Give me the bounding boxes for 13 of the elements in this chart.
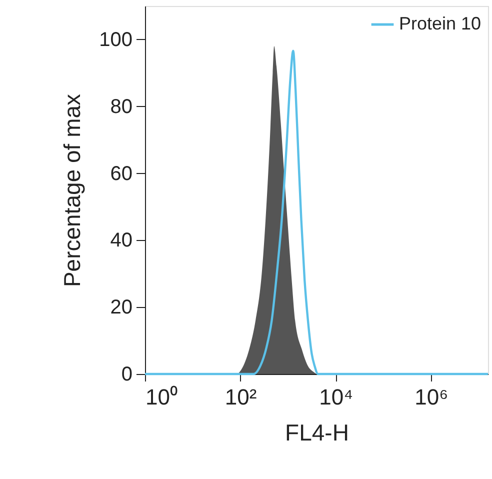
x-tick-label: 10⁴	[319, 384, 354, 410]
y-tick-label: 100	[99, 28, 132, 51]
x-axis-title: FL4-H	[285, 420, 349, 446]
x-tick-label: 10⁶	[414, 384, 448, 410]
y-tick-label: 80	[110, 96, 132, 118]
x-tick-label: 10²	[224, 384, 257, 410]
y-tick-label: 20	[110, 296, 132, 319]
y-axis-title: Percentage of max	[59, 93, 86, 288]
y-tick-label: 40	[110, 230, 132, 252]
y-tick-label: 60	[110, 162, 132, 185]
x-tick-label: 10⁰	[146, 384, 178, 410]
y-tick-label: 0	[121, 364, 132, 386]
legend-label: Protein 10	[399, 14, 482, 34]
